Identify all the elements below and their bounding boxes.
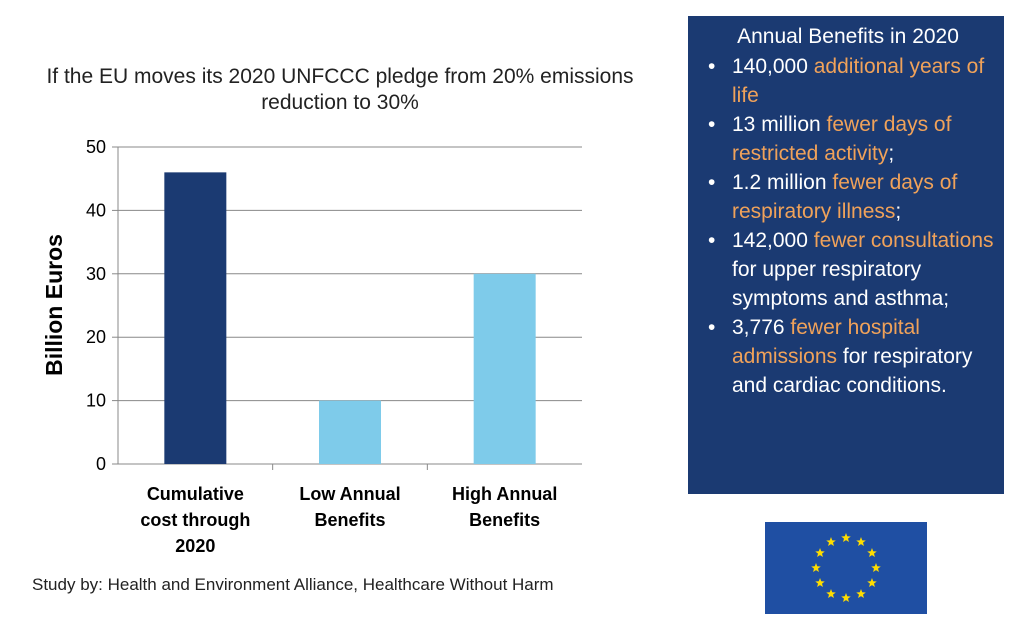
star-icon — [826, 588, 836, 599]
benefit-highlight: fewer days of restricted activity — [732, 113, 952, 165]
bar-chart: 0 10 20 30 40 50 Cumulative cost through 2020 Lo… — [41, 137, 582, 556]
star-icon — [867, 548, 877, 558]
benefit-highlight: fewer consultations — [813, 229, 994, 252]
y-tick-label: 50 — [86, 137, 106, 157]
category-label: High Annual Benefits — [452, 484, 557, 530]
benefit-list: • 140,000 additional years of life • 13 mil… — [702, 52, 994, 400]
benefit-text: 140,000 — [732, 55, 814, 78]
source-note: Study by: Health and Environment Allianc… — [32, 575, 554, 594]
benefit-item: • 142,000 fewer consultations for upper r… — [702, 226, 994, 313]
benefit-text: for respiratory and cardiac conditions. — [732, 345, 973, 397]
star-icon — [815, 548, 825, 558]
benefit-text: ; — [895, 200, 902, 223]
y-tick-label: 10 — [86, 391, 106, 411]
benefit-highlight: additional years of life — [732, 55, 985, 107]
benefit-item: • 140,000 additional years of life — [702, 52, 994, 110]
eu-flag-icon — [765, 522, 927, 614]
chart-title: If the EU moves its 2020 UNFCCC pledge f… — [46, 65, 634, 114]
benefit-text: 142,000 — [732, 229, 814, 252]
category-label: Low Annual Benefits — [299, 484, 400, 530]
y-tick-label: 30 — [86, 264, 106, 284]
star-icon — [867, 578, 877, 588]
benefit-highlight: fewer hospital admissions — [732, 316, 920, 368]
benefits-panel: Annual Benefits in 2020 • 140,000 additio… — [688, 16, 1004, 494]
bullet-icon: • — [708, 55, 716, 78]
star-icon — [856, 537, 866, 547]
y-axis-label: Billion Euros — [41, 234, 67, 376]
bullet-icon: • — [708, 113, 716, 136]
benefit-text: 1.2 million — [732, 171, 833, 194]
benefit-text: 3,776 — [732, 316, 791, 339]
y-tick-label: 40 — [86, 200, 106, 220]
benefit-text: 13 million — [732, 113, 827, 136]
bullet-icon: • — [708, 171, 716, 194]
bar — [319, 400, 381, 464]
y-tick-label: 0 — [96, 454, 106, 474]
category-label: Cumulative cost through 2020 — [140, 484, 250, 556]
benefit-highlight: fewer days of respiratory illness — [732, 171, 958, 223]
benefit-item: • 1.2 million fewer days of respiratory i… — [702, 168, 994, 226]
star-icon — [841, 593, 851, 603]
star-icon — [856, 588, 866, 599]
benefit-item: • 13 million fewer days of restricted act… — [702, 110, 994, 168]
bullet-icon: • — [708, 316, 716, 339]
benefit-text: for upper respiratory symptoms and asthm… — [732, 258, 950, 310]
bar — [473, 273, 536, 464]
panel-title: Annual Benefits in 2020 — [737, 25, 959, 48]
benefit-text: ; — [888, 142, 895, 165]
benefit-item: • 3,776 fewer hospital admissions for re… — [702, 313, 994, 400]
star-icon — [815, 578, 825, 588]
star-icon — [841, 533, 851, 543]
y-tick-label: 20 — [86, 327, 106, 347]
bar — [164, 172, 227, 465]
bullet-icon: • — [708, 229, 716, 252]
star-icon — [811, 563, 821, 573]
star-icon — [871, 563, 881, 573]
star-icon — [826, 537, 836, 547]
